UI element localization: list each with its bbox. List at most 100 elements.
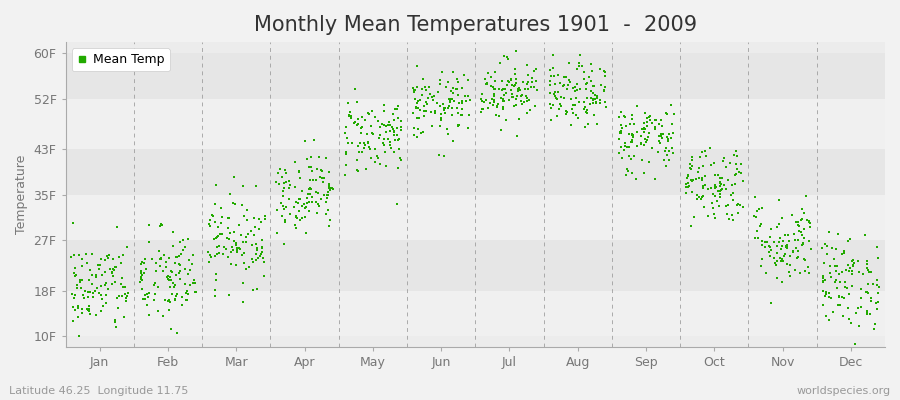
Point (107, 317, 122, 323)
Point (86, 290, 100, 296)
Point (291, 200, 305, 206)
Point (446, 68, 460, 75)
Point (487, 93, 501, 99)
Point (510, 88, 525, 94)
Point (209, 235, 223, 241)
Point (790, 219, 805, 225)
Point (222, 292, 237, 298)
Point (658, 148, 672, 154)
Point (187, 276, 202, 283)
Point (320, 191, 335, 198)
Point (138, 292, 152, 298)
Point (842, 265, 857, 271)
Point (495, 78, 509, 84)
Point (523, 106, 537, 113)
Point (302, 163, 316, 170)
Point (250, 286, 265, 292)
Point (547, 81, 562, 87)
Point (176, 247, 191, 253)
Point (500, 54, 515, 60)
Point (870, 306, 885, 312)
Point (626, 138, 640, 145)
Point (324, 185, 338, 191)
Point (588, 92, 602, 99)
Point (289, 214, 303, 220)
Point (99, 279, 113, 286)
Point (831, 302, 845, 308)
Point (417, 103, 431, 109)
Point (792, 227, 806, 234)
Point (584, 88, 598, 94)
Point (277, 180, 292, 186)
Point (438, 84, 453, 90)
Point (294, 215, 309, 222)
Point (302, 208, 317, 214)
Point (752, 235, 766, 242)
Point (618, 143, 633, 149)
Point (292, 208, 306, 214)
Point (508, 96, 523, 102)
Point (208, 219, 222, 226)
Point (641, 134, 655, 141)
Point (797, 226, 812, 232)
Point (490, 112, 504, 119)
Point (78, 288, 93, 294)
Point (543, 101, 557, 107)
Point (854, 286, 868, 293)
Point (659, 162, 673, 169)
Point (202, 259, 216, 265)
Point (615, 155, 629, 162)
Point (817, 293, 832, 300)
Point (116, 284, 130, 290)
Point (133, 270, 148, 276)
Point (662, 156, 677, 163)
Point (563, 96, 578, 102)
Point (66, 304, 80, 310)
Point (92, 290, 106, 296)
Point (647, 116, 662, 123)
Point (164, 268, 178, 274)
Point (406, 110, 420, 116)
Point (515, 100, 529, 107)
Point (163, 284, 177, 290)
Point (452, 122, 466, 128)
Point (135, 271, 149, 278)
Point (377, 102, 392, 108)
Point (426, 96, 440, 103)
Point (173, 238, 187, 245)
Point (787, 230, 801, 237)
Point (522, 97, 536, 104)
Point (487, 90, 501, 97)
Point (553, 101, 567, 108)
Point (488, 86, 502, 92)
Point (152, 263, 166, 269)
Point (789, 245, 804, 252)
Point (373, 134, 387, 141)
Point (249, 251, 264, 257)
Point (556, 95, 571, 101)
Point (518, 93, 533, 99)
Point (724, 211, 739, 218)
Point (770, 242, 785, 249)
Point (783, 262, 797, 268)
Point (307, 136, 321, 143)
Point (828, 279, 842, 286)
Point (181, 270, 195, 277)
Point (442, 102, 456, 109)
Point (238, 234, 253, 240)
Point (209, 271, 223, 277)
Point (121, 289, 135, 296)
Point (580, 110, 594, 117)
Point (653, 132, 668, 139)
Point (364, 155, 378, 161)
Point (311, 202, 326, 209)
Point (288, 222, 302, 228)
Point (474, 109, 489, 116)
Point (181, 236, 195, 242)
Point (454, 98, 469, 104)
Point (494, 127, 508, 133)
Point (174, 251, 188, 258)
Point (76, 256, 90, 263)
Point (860, 261, 874, 268)
Point (140, 302, 154, 308)
